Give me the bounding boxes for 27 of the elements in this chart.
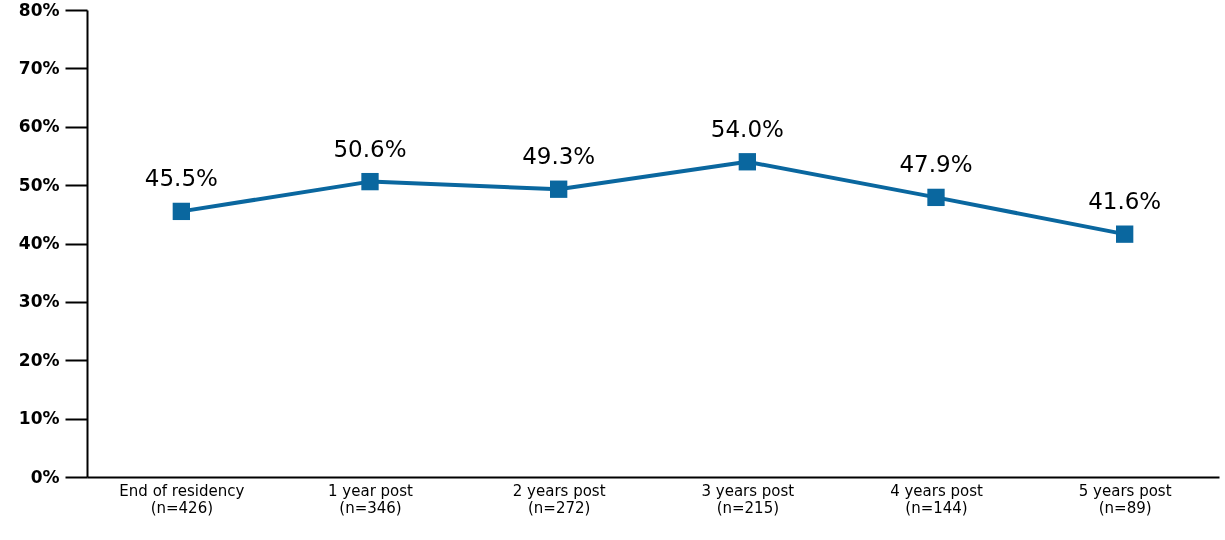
x-tick-label: 5 years post (n=89) bbox=[1078, 481, 1172, 517]
y-tick-label: 70% bbox=[18, 57, 60, 78]
data-label: 45.5% bbox=[144, 165, 218, 192]
data-label: 50.6% bbox=[333, 135, 407, 162]
x-tick-label: 4 years post (n=144) bbox=[890, 481, 983, 517]
point bbox=[550, 180, 568, 198]
data-label: 49.3% bbox=[522, 143, 596, 170]
y-tick-label: 80% bbox=[18, 0, 60, 20]
y-tick-label: 10% bbox=[18, 408, 60, 429]
x-tick-label: 2 years post (n=272) bbox=[512, 481, 606, 517]
y-tick-label: 40% bbox=[18, 233, 60, 253]
point bbox=[172, 202, 190, 221]
point bbox=[927, 188, 945, 207]
y-tick-label: 0% bbox=[30, 466, 60, 487]
data-label: 54.0% bbox=[710, 115, 784, 142]
y-tick-label: 50% bbox=[18, 174, 60, 195]
x-tick-label: End of residency (n=426) bbox=[119, 481, 245, 517]
x-tick-label: 3 years post (n=215) bbox=[701, 481, 795, 517]
data-label: 41.6% bbox=[1088, 188, 1162, 215]
data-label: 47.9% bbox=[899, 151, 973, 178]
point bbox=[738, 153, 756, 171]
y-tick-label: 30% bbox=[18, 291, 60, 312]
x-tick-label: 1 year post (n=346) bbox=[328, 481, 414, 517]
point bbox=[1116, 225, 1134, 243]
y-tick-label: 60% bbox=[18, 116, 60, 137]
y-tick-label: 20% bbox=[18, 349, 60, 370]
point bbox=[361, 172, 379, 191]
